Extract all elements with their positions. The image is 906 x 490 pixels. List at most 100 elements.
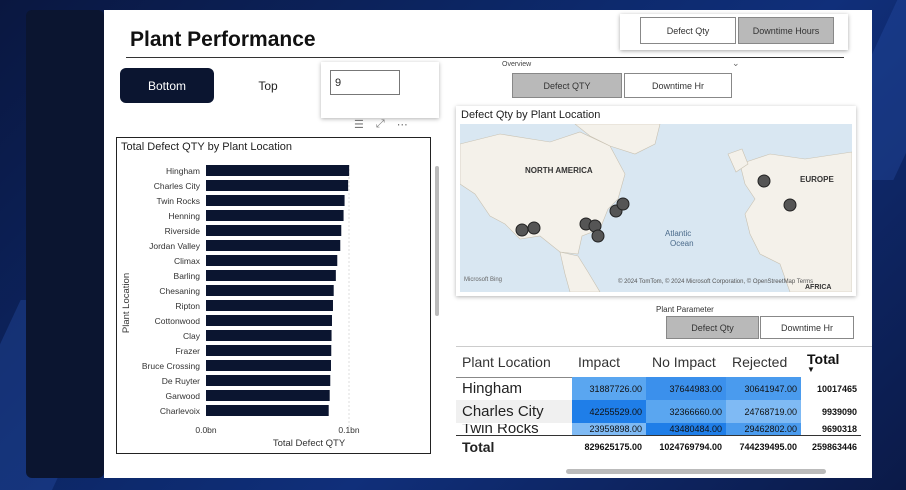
map-point[interactable] [591, 229, 605, 243]
cell-rejected: 24768719.00 [726, 400, 801, 423]
bar[interactable] [206, 240, 341, 251]
cell-location: Hingham [456, 376, 572, 400]
table-row[interactable]: Twin Rocks 23959898.00 43480484.00 29462… [456, 423, 861, 435]
overview-label: Overview [502, 61, 532, 68]
map-point[interactable] [783, 198, 797, 212]
greenland-landmass [574, 124, 661, 155]
bar[interactable] [206, 315, 332, 326]
column-header-location[interactable]: Plant Location [462, 353, 551, 370]
filter-icon[interactable]: ☰ [354, 119, 364, 131]
category-label: Twin Rocks [157, 196, 200, 206]
cell-total: 9690318 [821, 423, 857, 434]
total-impact: 829625175.00 [572, 434, 646, 458]
bar[interactable] [206, 210, 344, 221]
total-label: Total [456, 434, 572, 458]
category-label: Ripton [175, 301, 200, 311]
defect-qty-button[interactable]: Defect Qty [640, 17, 736, 44]
bar[interactable] [206, 255, 338, 266]
category-label: Cottonwood [155, 316, 201, 326]
plant-parameter-label: Plant Parameter [656, 305, 714, 314]
bottom-button[interactable]: Bottom [120, 68, 214, 103]
more-options-icon[interactable]: ⋯ [396, 119, 408, 131]
bar[interactable] [206, 195, 345, 206]
focus-mode-icon[interactable]: ⤢ [375, 118, 385, 130]
map-visual: Defect Qty by Plant Location NORTH AMERI… [456, 106, 856, 296]
top-n-input[interactable] [330, 70, 400, 95]
category-label: Clay [183, 331, 201, 341]
column-header-rejected[interactable]: Rejected [732, 354, 788, 370]
total-total: 259863446 [801, 434, 861, 458]
total-rejected: 744239495.00 [726, 434, 801, 458]
category-label: Barling [174, 271, 201, 281]
map-point[interactable] [616, 197, 630, 211]
bar-chart-svg: Hingham Charles City Twin Rocks Henning Rive… [121, 165, 360, 449]
downtime-hours-button[interactable]: Downtime Hours [738, 17, 834, 44]
top-button[interactable]: Top [258, 78, 278, 93]
total-no-impact: 1024769794.00 [646, 434, 726, 458]
chart-title: Total Defect QTY by Plant Location [121, 141, 292, 153]
bar[interactable] [206, 270, 336, 281]
cell-rejected: 30641947.00 [726, 377, 801, 400]
defect-bar-chart: Total Defect QTY by Plant Location Hingh… [116, 137, 439, 454]
category-label: Climax [174, 256, 201, 266]
cell-location: Twin Rocks [456, 423, 572, 435]
column-header-impact[interactable]: Impact [578, 354, 621, 370]
param-defect-qty-button[interactable]: Defect Qty [666, 316, 759, 339]
cell-impact: 42255529.00 [572, 400, 646, 423]
report-canvas: Plant Performance Defect Qty Downtime Ho… [104, 10, 872, 478]
x-tick-label: 0.0bn [195, 425, 217, 435]
category-label: Henning [168, 211, 200, 221]
category-label: Jordan Valley [149, 241, 201, 251]
bar[interactable] [206, 375, 331, 386]
x-tick-label: 0.1bn [338, 425, 360, 435]
category-label: Hingham [166, 166, 200, 176]
bar[interactable] [206, 285, 334, 296]
column-header-total[interactable]: Total ▼ [801, 347, 861, 377]
metric-toggle-group: Defect Qty Downtime Hours [620, 14, 848, 50]
map-point[interactable] [757, 174, 771, 188]
map-point[interactable] [527, 221, 541, 235]
bar[interactable] [206, 390, 330, 401]
total-header-label: Total [807, 351, 840, 367]
map-label-europe: EUROPE [800, 175, 834, 184]
map-label-ocean: Ocean [670, 239, 694, 248]
cell-no-impact: 37644983.00 [646, 377, 726, 400]
bar[interactable] [206, 360, 331, 371]
map-credit: © 2024 TomTom, © 2024 Microsoft Corporat… [618, 279, 814, 285]
bar[interactable] [206, 330, 332, 341]
param-downtime-hr-button[interactable]: Downtime Hr [760, 316, 854, 339]
map-point[interactable] [515, 223, 529, 237]
bar[interactable] [206, 225, 342, 236]
title-divider [126, 57, 844, 58]
plant-matrix-table: Plant Location Impact No Impact Rejected… [456, 346, 872, 478]
sort-desc-icon[interactable]: ▼ [807, 365, 815, 374]
bar[interactable] [206, 405, 329, 416]
world-map[interactable]: NORTH AMERICA EUROPE Atlantic Ocean AFRI… [460, 124, 852, 292]
category-label: Garwood [166, 391, 201, 401]
column-header-no-impact[interactable]: No Impact [652, 354, 716, 370]
cell-rejected: 29462802.00 [726, 423, 801, 435]
map-svg [460, 124, 852, 292]
bar[interactable] [206, 345, 332, 356]
category-label: Bruce Crossing [142, 361, 200, 371]
overview-downtime-hr-button[interactable]: Downtime Hr [624, 73, 732, 98]
total-row: Total 829625175.00 1024769794.00 7442394… [456, 434, 861, 458]
category-label: De Ruyter [162, 376, 200, 386]
chevron-down-icon[interactable]: ⌄ [732, 58, 740, 68]
central-america-landmass [559, 251, 601, 292]
table-row[interactable]: Charles City 42255529.00 32366660.00 247… [456, 400, 861, 423]
bar[interactable] [206, 180, 349, 191]
map-label-atlantic: Atlantic [665, 229, 692, 238]
chart-scrollbar[interactable] [435, 166, 439, 316]
category-label: Charles City [154, 181, 201, 191]
uk-landmass [727, 148, 749, 173]
bar[interactable] [206, 165, 350, 176]
bar[interactable] [206, 300, 333, 311]
cell-no-impact: 43480484.00 [646, 423, 726, 435]
table-row[interactable]: Hingham 31887726.00 37644983.00 30641947… [456, 376, 861, 400]
cell-impact: 31887726.00 [572, 377, 646, 400]
category-label: Frazer [175, 346, 200, 356]
overview-defect-qty-button[interactable]: Defect QTY [512, 73, 622, 98]
table-scrollbar[interactable] [566, 469, 826, 474]
category-label: Riverside [165, 226, 201, 236]
